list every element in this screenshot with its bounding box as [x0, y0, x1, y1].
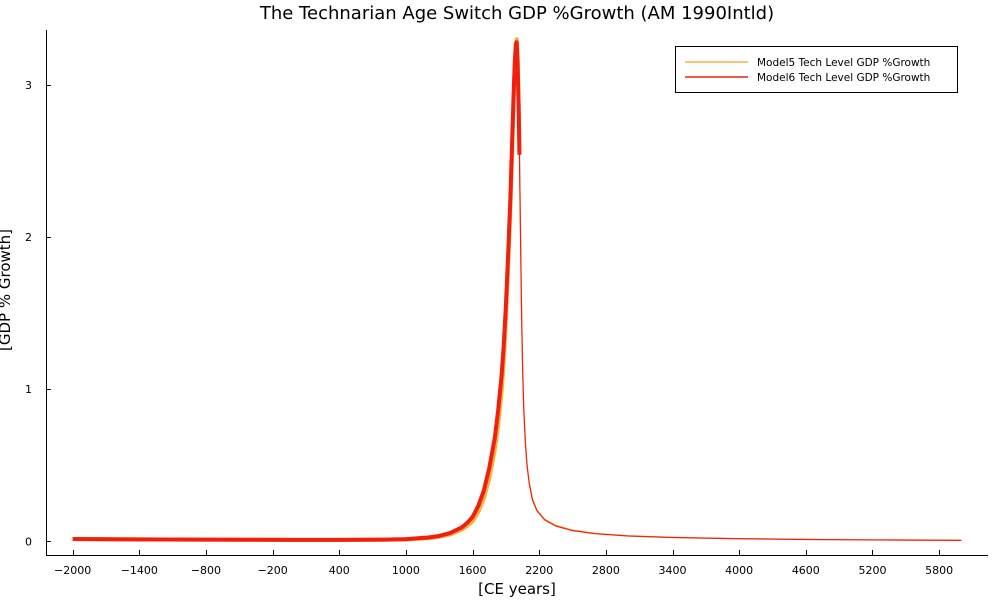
x-tick-label: 1000 — [392, 564, 420, 577]
legend: Model5 Tech Level GDP %Growth Model6 Tec… — [675, 46, 958, 93]
x-tick-label: 4000 — [725, 564, 753, 577]
chart-title: The Technarian Age Switch GDP %Growth (A… — [259, 3, 774, 24]
y-tick-label: 1 — [25, 383, 32, 396]
x-tick-label: 1600 — [459, 564, 487, 577]
legend-box — [675, 46, 958, 93]
x-tick-label: 2200 — [525, 564, 553, 577]
x-tick-label: −2000 — [54, 564, 91, 577]
x-tick-label: −200 — [258, 564, 288, 577]
x-tick-label: 5800 — [925, 564, 953, 577]
axis-ticks: −2000 −1400 −800 −200 400 1000 1600 2200 2800 340… — [25, 79, 953, 577]
x-tick-label: 3400 — [659, 564, 687, 577]
y-tick-label: 0 — [25, 535, 32, 548]
x-axis-label: [CE years] — [478, 580, 556, 598]
model6-bold-line — [72, 40, 522, 542]
x-tick-label: −800 — [191, 564, 221, 577]
y-tick-label: 2 — [25, 231, 32, 244]
y-axis-label: [GDP % Growth] — [0, 229, 14, 351]
x-tick-label: 4600 — [792, 564, 820, 577]
legend-label-model6: Model6 Tech Level GDP %Growth — [757, 72, 930, 84]
x-tick-label: 400 — [329, 564, 350, 577]
y-tick-label: 3 — [25, 79, 32, 92]
plot-lines — [72, 37, 962, 542]
x-tick-label: 2800 — [592, 564, 620, 577]
x-tick-label: −1400 — [121, 564, 158, 577]
legend-label-model5: Model5 Tech Level GDP %Growth — [757, 57, 930, 69]
x-tick-label: 5200 — [858, 564, 886, 577]
